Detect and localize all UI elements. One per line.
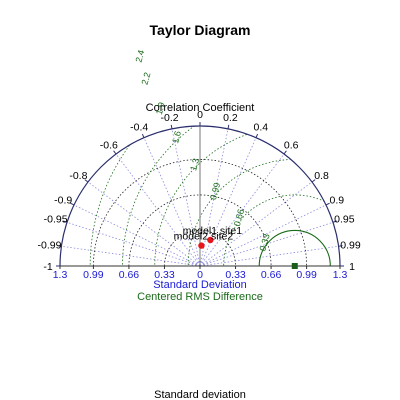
crmsd-label: 1.9 [154,101,167,116]
correlation-tick [113,150,117,155]
correlation-tick-label: 1 [349,261,355,273]
crmsd-arc [258,229,331,266]
correlation-tick [57,245,62,247]
correlation-tick-label: -0.6 [100,139,118,151]
correlation-tick-label: -0.99 [38,240,62,252]
crmsd-arc [60,126,340,266]
correlation-tick [338,245,343,247]
crmsd-axis-label: Centered RMS Difference [137,291,263,303]
correlation-tick-label: 0.2 [223,112,238,124]
correlation-line [66,221,201,267]
correlation-line [73,204,201,267]
plot-area: 0.33 0.66 0.99 1.3 1.6 1.9 2.2 2.4 -1 -0.99 -0.95 -… [38,49,361,281]
correlation-line [61,245,201,267]
correlation-line [143,137,201,267]
std-axis-label: Standard Deviation [153,279,247,291]
model-point-label: model2 site2 [174,231,234,243]
std-tick-label: 0.99 [83,269,104,281]
crmsd-label: 0.33 [258,233,272,253]
crmsd-label: 0.99 [208,181,222,201]
reference-marker [291,263,298,269]
std-tick-label: 1.3 [53,269,68,281]
correlation-tick-label: -0.2 [161,112,179,124]
correlation-tick [84,179,89,183]
correlation-tick [70,202,75,206]
correlation-tick [325,202,330,206]
std-arc [128,194,272,267]
correlation-tick-label: 0 [197,109,203,121]
crmsd-arcs [60,126,340,266]
std-tick-label: 1.3 [333,269,348,281]
correlation-line [115,153,201,267]
std-arc [92,159,308,267]
bottom-axis-label: Standard deviation [154,389,246,400]
correlation-tick-label: 0.6 [284,139,299,151]
std-tick-label: 0.99 [296,269,317,281]
correlation-tick [227,124,230,129]
correlation-tick-label: 0.8 [314,170,329,182]
crmsd-label: 0.66 [232,208,246,228]
correlation-tick-label: -0.9 [54,195,72,207]
correlation-tick-label: 0.95 [334,214,355,226]
correlation-line [87,181,201,267]
correlation-tick-label: 0.4 [253,122,268,134]
correlation-tick [170,124,173,129]
correlation-tick-label: -0.4 [130,122,148,134]
correlation-tick [141,133,145,138]
crmsd-label: 2.4 [134,49,147,64]
std-tick-label: 0.66 [261,269,282,281]
model-point [198,242,205,249]
correlation-tick-label: 0.99 [340,240,361,252]
std-tick-label: 0.33 [225,269,246,281]
correlation-tick-label: -0.8 [69,170,87,182]
correlation-axis-label: Correlation Coefficient [146,102,255,114]
crmsd-label: 2.2 [140,71,153,86]
correlation-tick [255,133,259,138]
correlation-line [199,153,285,267]
chart-title: Taylor Diagram [150,22,251,38]
std-tick-label: 0 [197,269,203,281]
correlation-line [199,137,257,267]
correlation-line [171,128,201,267]
correlation-tick [332,220,337,223]
model-point-label: model1 site1 [183,225,243,237]
std-tick-label: 0.66 [119,269,140,281]
correlation-tick [283,150,287,155]
crmsd-label: 1.6 [170,130,183,145]
model-point [207,236,214,244]
correlation-tick [63,220,68,223]
correlation-tick-label: 0.9 [329,195,344,207]
correlation-tick-label: -0.95 [44,214,68,226]
correlation-line [199,204,327,267]
correlation-line [199,128,229,267]
std-arc [164,230,236,267]
correlation-line [199,245,339,267]
correlation-tick-label: -1 [43,261,52,273]
std-tick-label: 0.33 [154,269,175,281]
correlation-line [199,181,313,267]
correlation-tick [311,179,316,183]
crmsd-label: 1.3 [188,157,201,172]
